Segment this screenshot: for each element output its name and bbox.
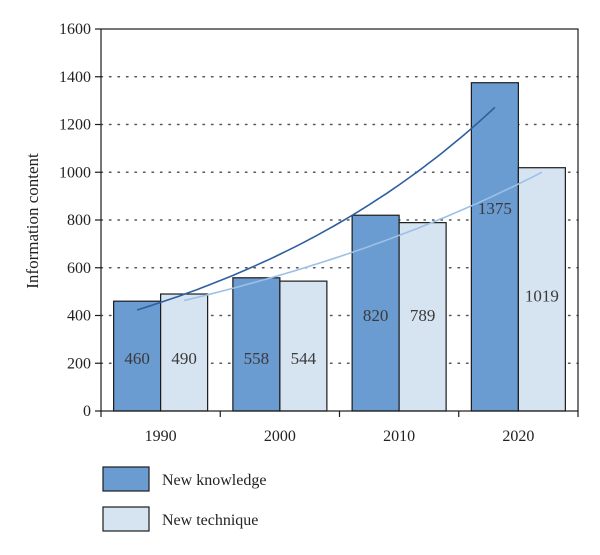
bar-new-knowledge-2000	[232, 277, 281, 412]
legend: New knowledge New technique	[102, 466, 266, 532]
y-tick-label: 0	[83, 403, 91, 420]
x-tick-label: 2020	[502, 428, 534, 445]
data-label: 1019	[525, 287, 559, 306]
y-tick-label: 1600	[59, 21, 91, 38]
data-label: 490	[171, 349, 197, 368]
y-tick-label: 1000	[59, 164, 91, 181]
y-tick-label: 200	[67, 355, 91, 372]
bar-new-knowledge-1990	[113, 300, 162, 412]
data-label: 820	[363, 306, 389, 325]
trend-line-new-knowledge	[136, 106, 496, 311]
bar-new-technique-2000	[279, 280, 328, 412]
legend-swatch-new-knowledge	[102, 466, 150, 492]
grid-lines	[100, 76, 579, 364]
legend-swatch-new-technique	[102, 506, 150, 532]
y-tick-label: 1400	[59, 69, 91, 86]
trend-line-new-technique	[183, 171, 543, 302]
bar-new-technique-1990	[160, 293, 209, 412]
axes: 0 200 400 600 800 1000 1200 1400 1600 1990 2000 201…	[59, 21, 579, 445]
legend-label-new-technique: New technique	[162, 512, 258, 529]
data-label: 544	[291, 349, 317, 368]
data-label: 789	[410, 306, 436, 325]
bars	[113, 82, 566, 412]
y-axis-title: Information content	[23, 153, 42, 289]
y-tick-label: 400	[67, 308, 91, 325]
bar-new-technique-2010	[398, 222, 447, 412]
x-tick-label: 2010	[383, 428, 415, 445]
y-tick-label: 1200	[59, 117, 91, 134]
data-label: 558	[244, 349, 270, 368]
legend-label-new-knowledge: New knowledge	[162, 472, 266, 489]
data-label: 460	[124, 349, 150, 368]
bar-new-technique-2020	[517, 167, 566, 412]
data-label: 1375	[478, 199, 512, 218]
y-tick-label: 600	[67, 260, 91, 277]
bar-new-knowledge-2020	[470, 82, 519, 412]
data-labels: 460 490 558 544 820 789 1375 1019	[124, 199, 559, 368]
x-tick-label: 2000	[264, 428, 296, 445]
x-tick-label: 1990	[145, 428, 177, 445]
trend-lines	[136, 106, 543, 311]
y-tick-label: 800	[67, 212, 91, 229]
